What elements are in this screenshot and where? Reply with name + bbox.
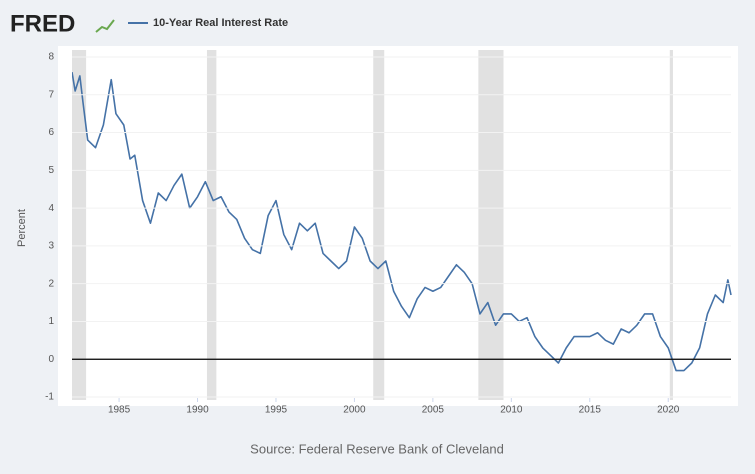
y-tick-label: 8: [48, 52, 54, 63]
logo-icon: [95, 19, 115, 33]
x-tick-label: 2010: [500, 405, 523, 416]
y-tick-label: 7: [48, 89, 54, 100]
recession-band: [206, 50, 217, 400]
y-axis-label: Percent: [16, 209, 28, 247]
plot-area: [72, 50, 732, 400]
x-tick-label: 1995: [265, 405, 288, 416]
legend-label: 10-Year Real Interest Rate: [153, 17, 288, 29]
recession-band: [669, 50, 673, 400]
x-tick-label: 1985: [108, 405, 131, 416]
source: Source: Federal Reserve Bank of Clevelan…: [250, 441, 504, 456]
y-tick-label: 5: [48, 165, 54, 176]
recession-band: [373, 50, 385, 400]
x-tick-label: 2000: [343, 405, 366, 416]
logo: FRED: [10, 10, 75, 37]
recession-band: [478, 50, 504, 400]
x-tick-label: 2015: [579, 405, 602, 416]
y-tick-label: 6: [48, 127, 54, 138]
x-tick-label: 1990: [186, 405, 209, 416]
data-line: [72, 71, 732, 372]
y-tick-label: 3: [48, 241, 54, 252]
recession-band: [72, 50, 87, 400]
y-tick-label: 4: [48, 203, 54, 214]
plot-background: [58, 46, 738, 406]
x-tick-label: 2020: [657, 405, 680, 416]
y-tick-label: 2: [48, 278, 54, 289]
x-tick-label: 2005: [422, 405, 445, 416]
y-tick-label: 1: [48, 316, 54, 327]
y-tick-label: 0: [48, 354, 54, 365]
y-tick-label: -1: [45, 392, 54, 403]
